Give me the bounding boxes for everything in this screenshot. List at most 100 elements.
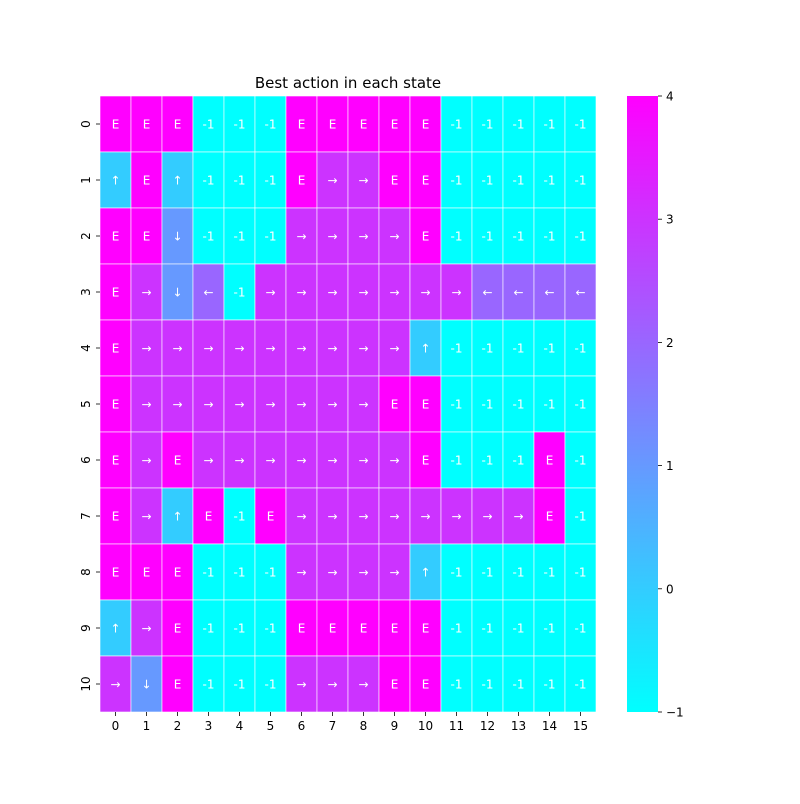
cell-label-r0-c14: -1 (544, 118, 556, 132)
cell-label-r2-c12: -1 (482, 230, 494, 244)
heatmap-cell-r4-c8 (347, 319, 380, 377)
heatmap-cell-r3-c10 (409, 263, 442, 321)
cell-label-r1-c0: ↑ (110, 174, 120, 188)
cell-label-r0-c3: -1 (203, 118, 215, 132)
cell-label-r6-c7: → (327, 454, 337, 468)
cell-label-r2-c7: → (327, 230, 337, 244)
cell-label-r9-c6: E (298, 622, 306, 636)
cell-label-r9-c4: -1 (234, 622, 246, 636)
cell-label-r5-c11: -1 (451, 398, 463, 412)
heatmap-cell-r9-c15 (564, 599, 597, 657)
cell-label-r8-c0: E (112, 566, 120, 580)
cell-label-r3-c4: -1 (234, 286, 246, 300)
heatmap-cell-r6-c2 (161, 431, 194, 489)
cell-label-r2-c11: -1 (451, 230, 463, 244)
cell-label-r1-c3: -1 (203, 174, 215, 188)
heatmap-cell-r3-c0 (99, 263, 132, 321)
cell-label-r5-c13: -1 (513, 398, 525, 412)
heatmap-cell-r5-c10 (409, 375, 442, 433)
heatmap-cell-r3-c4 (223, 263, 256, 321)
heatmap-cell-r7-c7 (316, 487, 349, 545)
cell-label-r8-c15: -1 (575, 566, 587, 580)
heatmap-cells (99, 95, 597, 713)
cell-label-r6-c13: -1 (513, 454, 525, 468)
heatmap-cell-r5-c6 (285, 375, 318, 433)
heatmap-cell-r3-c5 (254, 263, 287, 321)
cell-label-r4-c0: E (112, 342, 120, 356)
heatmap-cell-r3-c7 (316, 263, 349, 321)
heatmap-cell-r7-c14 (533, 487, 566, 545)
cell-label-r7-c5: E (267, 510, 275, 524)
cell-label-r2-c4: -1 (234, 230, 246, 244)
heatmap-cell-r1-c1 (130, 151, 163, 209)
heatmap-cell-r7-c0 (99, 487, 132, 545)
heatmap-cell-r8-c14 (533, 543, 566, 601)
cell-label-r5-c9: E (391, 398, 399, 412)
heatmap-cell-r2-c3 (192, 207, 225, 265)
colorbar-tick-label-5: 4 (666, 90, 674, 104)
cell-label-r3-c9: → (389, 286, 399, 300)
cell-label-r7-c1: → (141, 510, 151, 524)
heatmap-cell-r0-c7 (316, 95, 349, 153)
heatmap-cell-r8-c13 (502, 543, 535, 601)
heatmap-cell-r7-c6 (285, 487, 318, 545)
cell-label-r3-c5: → (265, 286, 275, 300)
cell-label-r1-c10: E (422, 174, 430, 188)
heatmap-cell-r4-c7 (316, 319, 349, 377)
heatmap-cell-r10-c15 (564, 655, 597, 713)
cell-label-r1-c11: -1 (451, 174, 463, 188)
heatmap-cell-r7-c2 (161, 487, 194, 545)
heatmap-cell-r10-c0 (99, 655, 132, 713)
cell-label-r0-c5: -1 (265, 118, 277, 132)
heatmap-cell-r9-c5 (254, 599, 287, 657)
cell-label-r3-c0: E (112, 286, 120, 300)
heatmap-cell-r1-c14 (533, 151, 566, 209)
cell-label-r3-c12: ← (482, 286, 492, 300)
heatmap-cell-r0-c5 (254, 95, 287, 153)
heatmap-cell-r6-c5 (254, 431, 287, 489)
cell-label-r9-c11: -1 (451, 622, 463, 636)
cell-label-r7-c11: → (451, 510, 461, 524)
heatmap-cell-r9-c0 (99, 599, 132, 657)
cell-label-r8-c2: E (174, 566, 182, 580)
cell-label-r4-c7: → (327, 342, 337, 356)
heatmap-cell-r4-c2 (161, 319, 194, 377)
heatmap-cell-r4-c3 (192, 319, 225, 377)
x-tick-label-9: 9 (391, 719, 399, 733)
cell-label-r10-c15: -1 (575, 678, 587, 692)
heatmap-cell-r10-c12 (471, 655, 504, 713)
heatmap-cell-r7-c8 (347, 487, 380, 545)
cell-label-r6-c11: -1 (451, 454, 463, 468)
cell-label-r2-c1: E (143, 230, 151, 244)
heatmap-cell-r4-c14 (533, 319, 566, 377)
heatmap-cell-r4-c11 (440, 319, 473, 377)
heatmap-cell-r4-c10 (409, 319, 442, 377)
cell-label-r0-c7: E (329, 118, 337, 132)
heatmap-cell-r2-c6 (285, 207, 318, 265)
heatmap-cell-r10-c5 (254, 655, 287, 713)
cell-label-r10-c8: → (358, 678, 368, 692)
cell-label-r0-c8: E (360, 118, 368, 132)
cell-label-r2-c2: ↓ (172, 230, 182, 244)
cell-label-r3-c1: → (141, 286, 151, 300)
cell-label-r1-c12: -1 (482, 174, 494, 188)
heatmap-cell-r6-c11 (440, 431, 473, 489)
heatmap-cell-r3-c12 (471, 263, 504, 321)
cell-label-r1-c2: ↑ (172, 174, 182, 188)
cell-label-r1-c5: -1 (265, 174, 277, 188)
cell-label-r6-c12: -1 (482, 454, 494, 468)
cell-label-r10-c6: → (296, 678, 306, 692)
cell-label-r2-c13: -1 (513, 230, 525, 244)
cell-label-r6-c2: E (174, 454, 182, 468)
cell-label-r3-c10: → (420, 286, 430, 300)
x-tick-label-10: 10 (418, 719, 433, 733)
cell-label-r6-c15: -1 (575, 454, 587, 468)
heatmap-cell-r7-c3 (192, 487, 225, 545)
colorbar-tick-label-2: 1 (666, 459, 674, 473)
heatmap-cell-r8-c9 (378, 543, 411, 601)
cell-label-r2-c3: -1 (203, 230, 215, 244)
cell-label-r6-c10: E (422, 454, 430, 468)
heatmap-cell-r6-c10 (409, 431, 442, 489)
heatmap-cell-r9-c12 (471, 599, 504, 657)
cell-label-r5-c0: E (112, 398, 120, 412)
